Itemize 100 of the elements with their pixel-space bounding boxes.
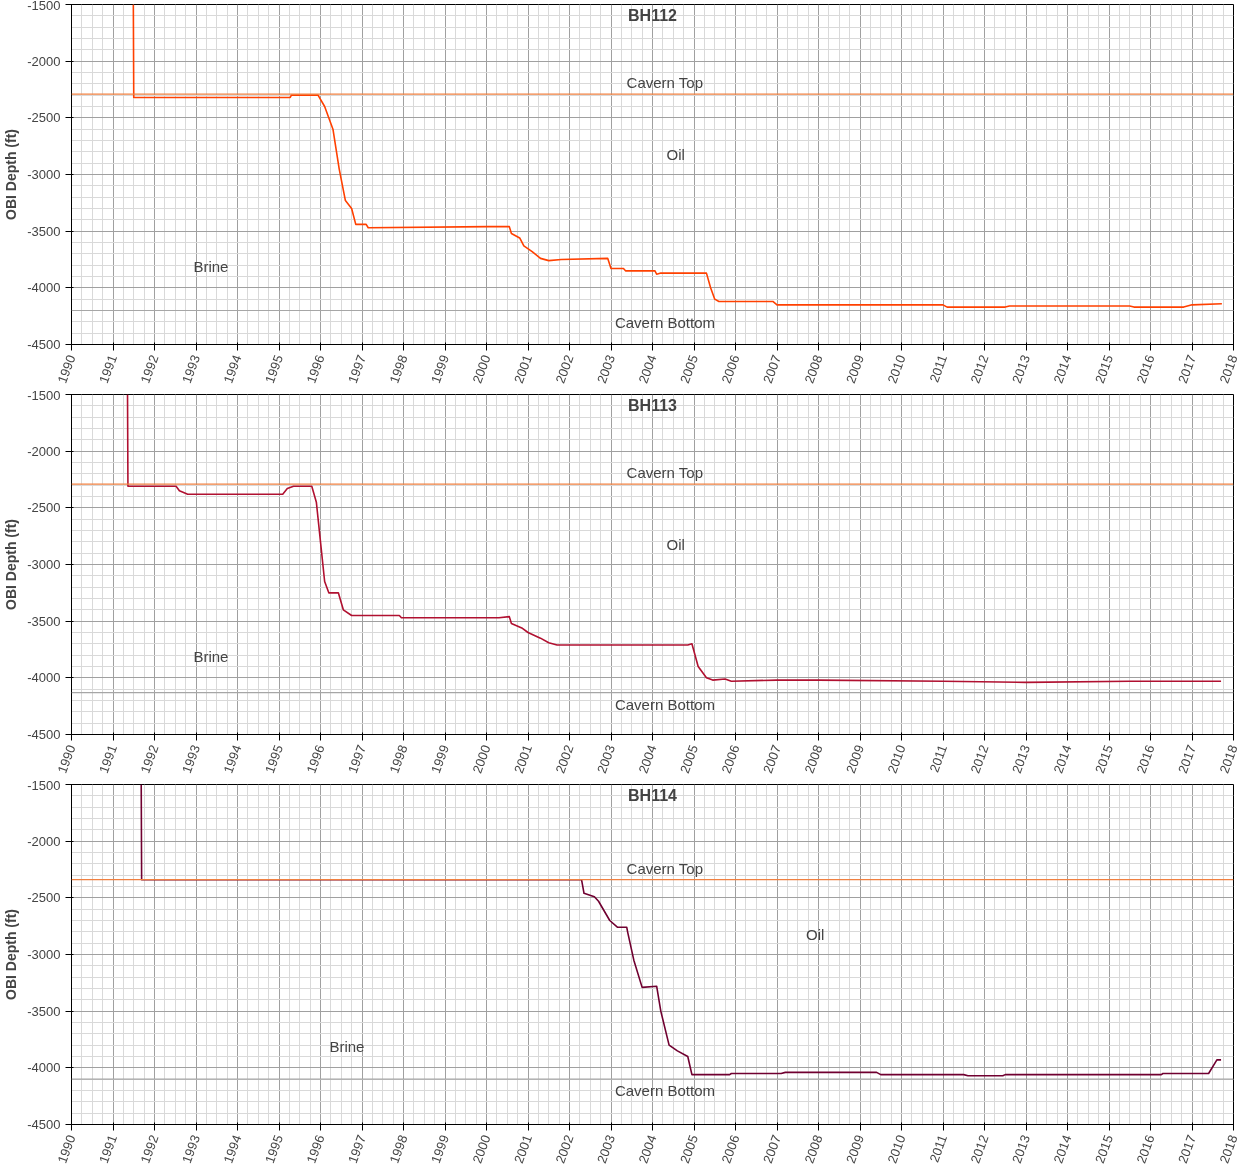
x-tick-label: 2012 [967, 742, 992, 776]
x-tick-label: 1991 [96, 352, 121, 386]
x-tick-label: 1998 [386, 1132, 411, 1166]
x-tick-label: 1992 [137, 352, 162, 386]
y-tick-label: -3000 [27, 167, 61, 182]
x-tick-label: 1993 [179, 1132, 204, 1166]
ref-line-label: Cavern Top [626, 859, 704, 877]
x-tick-label: 2010 [884, 352, 909, 386]
x-tick-label: 1997 [345, 352, 370, 386]
x-tick-label: 2007 [760, 352, 785, 386]
annotation: Brine [193, 257, 229, 275]
y-tick-label: -2500 [27, 110, 61, 126]
x-tick-label: 2004 [635, 1132, 660, 1166]
x-tick-label: 1992 [137, 742, 162, 776]
x-tick-label: 2008 [801, 1132, 826, 1166]
x-tick-label: 1991 [96, 742, 121, 776]
y-tick-label: -1500 [27, 777, 61, 793]
x-tick-label: 2001 [511, 742, 536, 776]
annotation: Oil [806, 925, 825, 943]
x-tick-label: 2010 [884, 1132, 909, 1166]
x-tick-label: 1990 [54, 1132, 79, 1166]
x-tick-label: 2010 [884, 742, 909, 776]
y-axis-title: OBI Depth (ft) [3, 129, 20, 220]
x-tick-label: 2000 [469, 352, 494, 386]
line-series [132, 4, 1223, 308]
x-tick-label: 2016 [1133, 352, 1158, 386]
x-tick-label: 1994 [220, 1132, 245, 1166]
x-tick-label: 2000 [469, 742, 494, 776]
ref-line-label: Cavern Bottom [614, 695, 715, 713]
x-tick-label: 1999 [428, 1132, 453, 1166]
y-tick-label: -4000 [27, 670, 61, 686]
x-tick-label: 2002 [552, 352, 577, 386]
x-tick-label: 2015 [1092, 1132, 1117, 1166]
x-tick-label: 1994 [220, 352, 245, 386]
y-tick-label: -1500 [27, 387, 61, 403]
y-tick-label: -4500 [27, 727, 61, 742]
y-tick-label: -2000 [27, 833, 61, 849]
x-tick-label: 2016 [1133, 742, 1158, 776]
x-tick-label: 2017 [1175, 742, 1200, 776]
y-tick-label: -3500 [27, 613, 61, 629]
x-tick-label: 2001 [511, 352, 536, 386]
x-tick-label: 2006 [718, 1132, 743, 1166]
x-tick-label: 2013 [1009, 1132, 1034, 1166]
annotation: Oil [666, 535, 685, 553]
y-tick-label: -3500 [27, 1003, 61, 1019]
x-tick-label: 1995 [262, 352, 287, 386]
y-tick-label: -2500 [27, 500, 61, 516]
annotation: Brine [329, 1037, 365, 1055]
x-tick-label: 2013 [1009, 742, 1034, 776]
x-tick-label: 2007 [760, 1132, 785, 1166]
ref-line-label: Cavern Bottom [614, 313, 715, 331]
x-tick-label: 1995 [262, 742, 287, 776]
x-tick-label: 1990 [54, 352, 79, 386]
x-tick-label: 2014 [1050, 352, 1075, 386]
x-tick-label: 1991 [96, 1132, 121, 1166]
x-tick-label: 2009 [843, 352, 868, 386]
x-tick-label: 1998 [386, 742, 411, 776]
x-tick-label: 2014 [1050, 742, 1075, 776]
ref-line-label: Cavern Top [626, 464, 704, 482]
x-tick-label: 2018 [1216, 1132, 1241, 1166]
x-tick-label: 2015 [1092, 742, 1117, 776]
x-tick-label: 2016 [1133, 1132, 1158, 1166]
x-tick-label: 2009 [843, 1132, 868, 1166]
x-tick-label: 2007 [760, 742, 785, 776]
x-tick-label: 2012 [967, 1132, 992, 1166]
x-tick-label: 1993 [179, 742, 204, 776]
y-tick-label: -2000 [27, 443, 61, 459]
x-tick-label: 2017 [1175, 352, 1200, 386]
x-tick-label: 1996 [303, 352, 328, 386]
x-tick-label: 2006 [718, 352, 743, 386]
x-tick-label: 2005 [677, 1132, 702, 1166]
ref-line-label: Cavern Bottom [614, 1082, 715, 1100]
x-tick-label: 2001 [511, 1132, 536, 1166]
x-tick-label: 2006 [718, 742, 743, 776]
x-tick-label: 2012 [967, 352, 992, 386]
x-tick-label: 2013 [1009, 352, 1034, 386]
x-tick-label: 2008 [801, 742, 826, 776]
x-tick-label: 2002 [552, 742, 577, 776]
x-tick-label: 1996 [303, 742, 328, 776]
y-axis-title: OBI Depth (ft) [3, 909, 20, 1000]
y-tick-label: -4500 [27, 1117, 61, 1132]
annotation: Brine [193, 647, 229, 665]
x-tick-label: 2017 [1175, 1132, 1200, 1166]
x-tick-label: 2005 [677, 742, 702, 776]
x-tick-label: 2011 [926, 352, 951, 385]
ref-line-label: Cavern Top [626, 74, 704, 92]
x-tick-label: 2002 [552, 1132, 577, 1166]
x-tick-label: 2009 [843, 742, 868, 776]
x-tick-label: 1997 [345, 1132, 370, 1166]
x-tick-label: 1998 [386, 352, 411, 386]
x-tick-label: 2004 [635, 742, 660, 776]
line-series [126, 394, 1222, 684]
x-tick-label: 2003 [594, 352, 619, 386]
x-tick-label: 1999 [428, 352, 453, 386]
x-tick-label: 2000 [469, 1132, 494, 1166]
x-tick-label: 1992 [137, 1132, 162, 1166]
y-tick-label: -4000 [27, 1060, 61, 1076]
chart-title: BH112 [628, 6, 678, 24]
x-tick-label: 2011 [926, 742, 951, 775]
x-tick-label: 2015 [1092, 352, 1117, 386]
